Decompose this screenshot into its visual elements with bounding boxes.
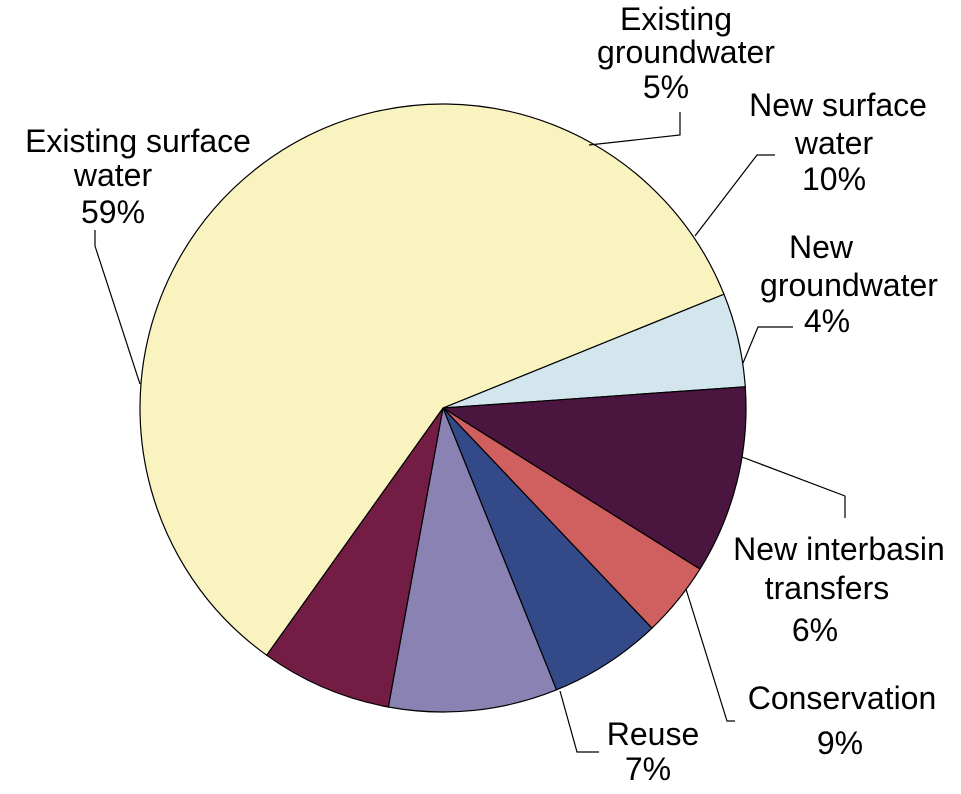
- slice-name-label-4-0: Conservation: [748, 680, 937, 716]
- leader-line-4: [685, 588, 735, 722]
- slice-name-label-0-0: Existing: [620, 1, 732, 37]
- slice-name-label-3-1: transfers: [765, 570, 889, 606]
- leader-line-2: [742, 326, 793, 364]
- slice-percent-label-5: 7%: [625, 751, 671, 787]
- slice-percent-label-1: 10%: [802, 161, 866, 197]
- slice-name-label-6-0: Existing surface: [25, 123, 251, 159]
- slice-percent-label-2: 4%: [804, 303, 850, 339]
- slice-percent-label-4: 9%: [817, 725, 863, 761]
- leader-line-0: [588, 112, 681, 146]
- leader-line-6: [94, 230, 141, 385]
- slice-name-label-1-0: New surface: [749, 87, 927, 123]
- leader-line-3: [741, 456, 846, 518]
- leader-line-5: [559, 690, 599, 753]
- slice-name-label-0-1: groundwater: [597, 34, 775, 70]
- slice-percent-label-0: 5%: [643, 69, 689, 105]
- slice-name-label-5-0: Reuse: [607, 716, 700, 752]
- slice-name-label-3-0: New interbasin: [733, 531, 945, 567]
- slice-name-label-2-0: New: [789, 229, 854, 265]
- pie-slice-5: [265, 407, 444, 708]
- slice-percent-label-3: 6%: [792, 612, 838, 648]
- slice-name-label-1-1: water: [794, 125, 874, 161]
- slice-name-label-2-1: groundwater: [760, 267, 938, 303]
- slice-percent-label-6: 59%: [81, 194, 145, 230]
- pie-slice-6: [139, 103, 725, 657]
- pie-slice-1: [441, 386, 747, 570]
- slice-name-label-6-1: water: [73, 157, 153, 193]
- pie-slice-4: [387, 405, 558, 713]
- leader-line-1: [694, 154, 775, 237]
